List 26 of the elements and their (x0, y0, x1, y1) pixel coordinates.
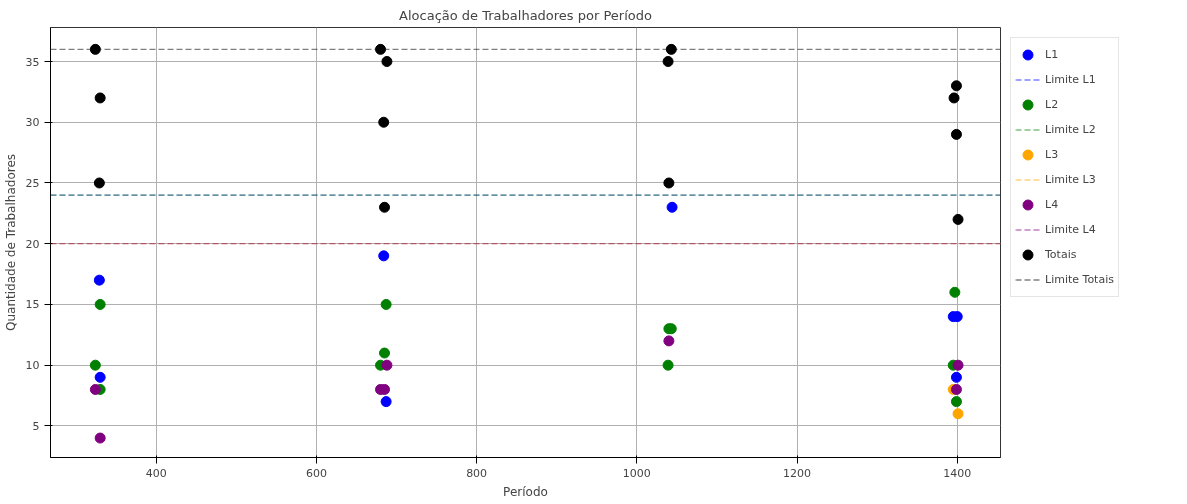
x-tick-label: 600 (305, 466, 327, 480)
legend-label: Limite L4 (1045, 222, 1096, 238)
legend-label: Limite L3 (1045, 172, 1096, 188)
x-tick-label: 1000 (622, 466, 651, 480)
y-tick-label: 5 (32, 419, 40, 433)
y-tick-label: 20 (25, 237, 40, 251)
chart-title: Alocação de Trabalhadores por Período (399, 7, 652, 23)
x-axis-title: Período (503, 484, 548, 499)
legend-label: L3 (1045, 147, 1060, 163)
x-tick-label: 1400 (943, 466, 972, 480)
y-tick-label: 35 (25, 55, 40, 69)
legend-label: L2 (1045, 97, 1060, 113)
legend-label: Totais (1045, 247, 1077, 263)
y-tick-label: 30 (25, 116, 40, 130)
legend-label: Limite L1 (1045, 72, 1096, 88)
y-tick-label: 10 (25, 359, 40, 373)
y-tick-label: 15 (25, 298, 40, 312)
y-tick-label: 25 (25, 176, 40, 190)
x-tick-label: 800 (466, 466, 488, 480)
y-axis-title: Quantidade de Trabalhadores (3, 153, 18, 332)
legend-label: L1 (1045, 47, 1060, 63)
legend-label: Limite L2 (1045, 122, 1096, 138)
x-tick-label: 1200 (783, 466, 812, 480)
x-tick-label: 400 (145, 466, 167, 480)
legend-label: Limite Totais (1045, 272, 1114, 288)
legend-label: L4 (1045, 197, 1060, 213)
